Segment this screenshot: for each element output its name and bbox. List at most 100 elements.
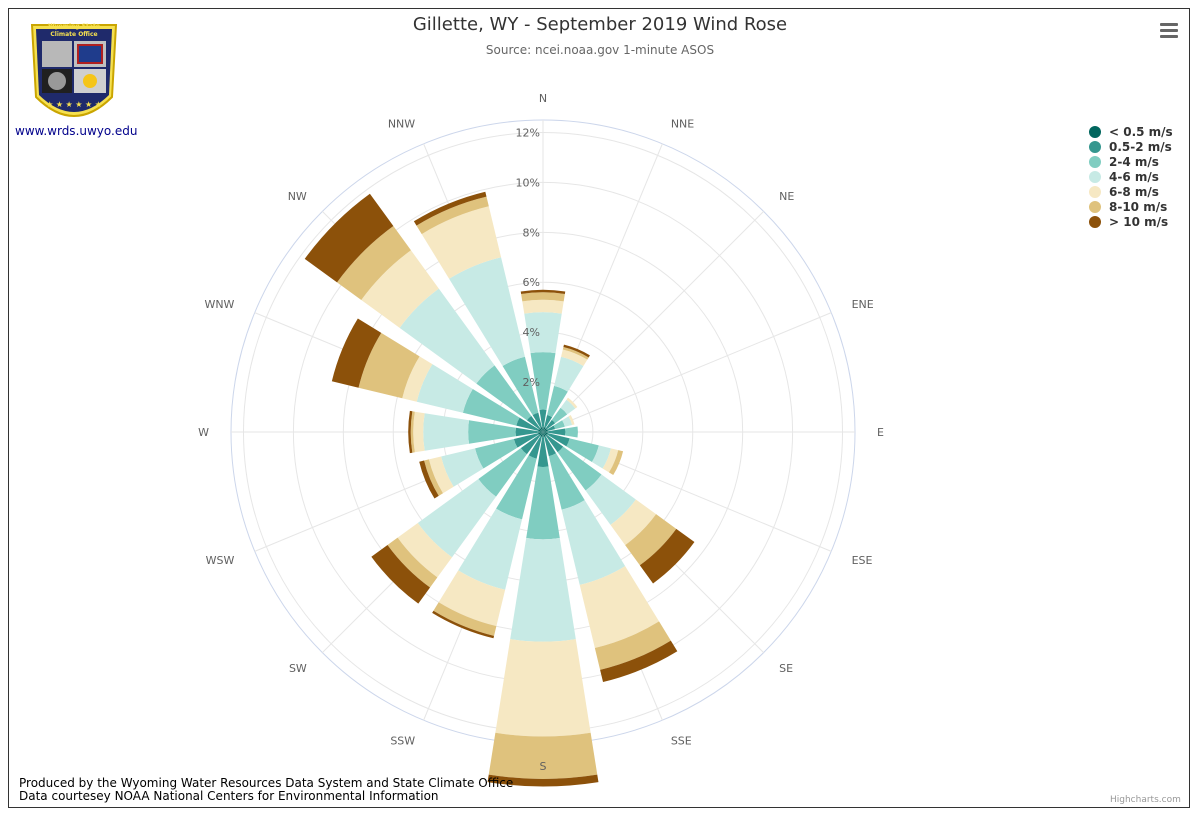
bar-N-4[interactable] [522, 299, 564, 314]
bar-N-0[interactable] [542, 427, 544, 432]
legend-item[interactable]: 4-6 m/s [1089, 169, 1173, 184]
bar-WSW-5[interactable] [424, 459, 443, 496]
bar-SW-1[interactable] [520, 434, 541, 455]
bar-S-4[interactable] [495, 639, 591, 737]
bar-S-0[interactable] [542, 432, 544, 437]
bar-W-6[interactable] [408, 410, 413, 454]
bar-NW-6[interactable] [304, 193, 394, 283]
bar-W-1[interactable] [515, 427, 539, 437]
bar-SW-0[interactable] [538, 432, 543, 437]
bar-WNW-4[interactable] [402, 356, 433, 402]
bar-ENE-3[interactable] [562, 416, 573, 427]
bar-NE-2[interactable] [551, 407, 568, 424]
legend-item[interactable]: 8-10 m/s [1089, 199, 1173, 214]
bar-NNW-1[interactable] [532, 412, 542, 428]
bar-SE-0[interactable] [543, 432, 548, 437]
bar-WSW-4[interactable] [428, 456, 454, 494]
bar-SE-3[interactable] [585, 474, 636, 525]
bar-S-3[interactable] [510, 538, 576, 642]
bar-ESE-0[interactable] [543, 432, 548, 435]
bar-SSE-5[interactable] [594, 621, 671, 670]
bar-SSE-2[interactable] [548, 453, 585, 510]
bar-SSW-0[interactable] [540, 432, 543, 437]
bar-SSE-6[interactable] [600, 640, 678, 682]
bar-SSW-6[interactable] [432, 610, 495, 639]
bar-N-3[interactable] [524, 312, 562, 354]
bar-WSW-2[interactable] [475, 438, 518, 469]
bar-ESE-3[interactable] [591, 445, 611, 469]
bar-E-1[interactable] [547, 428, 566, 436]
bar-NNE-4[interactable] [561, 349, 588, 367]
bar-S-2[interactable] [526, 466, 560, 540]
bar-SE-6[interactable] [639, 528, 695, 584]
bar-SSE-1[interactable] [544, 436, 557, 457]
bar-ENE-1[interactable] [547, 425, 556, 431]
bar-NW-2[interactable] [476, 365, 532, 421]
bar-ESE-1[interactable] [547, 433, 570, 447]
bar-S-6[interactable] [487, 774, 599, 787]
bar-SW-6[interactable] [371, 544, 431, 604]
bar-SSW-2[interactable] [496, 455, 537, 520]
bar-WNW-5[interactable] [358, 332, 420, 399]
bar-NNE-2[interactable] [547, 385, 568, 418]
bar-SE-4[interactable] [610, 499, 657, 546]
bar-SW-4[interactable] [397, 522, 453, 578]
website-link[interactable]: www.wrds.uwyo.edu [15, 124, 138, 138]
bar-WNW-0[interactable] [538, 429, 543, 432]
bar-W-2[interactable] [468, 420, 516, 444]
bar-SSW-1[interactable] [528, 436, 542, 459]
bar-SSW-3[interactable] [458, 508, 523, 590]
bar-W-5[interactable] [410, 411, 415, 453]
bar-ENE-4[interactable] [568, 415, 575, 426]
bar-SW-3[interactable] [417, 478, 497, 558]
legend-item[interactable]: 0.5-2 m/s [1089, 139, 1173, 154]
bar-NW-1[interactable] [526, 415, 541, 430]
bar-N-6[interactable] [520, 289, 566, 294]
hamburger-menu-icon[interactable] [1158, 20, 1180, 40]
bar-SE-5[interactable] [625, 514, 677, 566]
legend-item[interactable]: < 0.5 m/s [1089, 124, 1173, 139]
bar-WSW-0[interactable] [538, 432, 543, 435]
bar-NNE-1[interactable] [544, 415, 553, 428]
legend-item[interactable]: 2-4 m/s [1089, 154, 1173, 169]
bar-SSE-3[interactable] [561, 500, 626, 585]
bar-NW-0[interactable] [538, 427, 543, 432]
bar-SSW-5[interactable] [433, 602, 497, 636]
bar-WSW-1[interactable] [513, 433, 539, 448]
bar-SSW-4[interactable] [438, 570, 506, 627]
bar-SE-1[interactable] [545, 434, 564, 453]
bar-N-2[interactable] [530, 352, 556, 410]
bar-WNW-2[interactable] [462, 388, 520, 426]
bar-NNE-5[interactable] [562, 347, 589, 360]
bar-W-4[interactable] [413, 411, 425, 453]
bar-WSW-3[interactable] [441, 448, 484, 487]
bar-ENE-0[interactable] [543, 429, 548, 432]
bar-NW-4[interactable] [361, 250, 439, 328]
bar-WSW-6[interactable] [419, 460, 439, 499]
bar-NNE-6[interactable] [563, 344, 590, 358]
bar-NNE-0[interactable] [543, 427, 546, 432]
bar-E-0[interactable] [543, 431, 548, 433]
bar-W-3[interactable] [423, 413, 470, 451]
bar-NNW-5[interactable] [416, 196, 489, 235]
bar-NNW-3[interactable] [449, 257, 525, 367]
bar-ESE-2[interactable] [566, 438, 599, 462]
bar-NW-5[interactable] [337, 226, 411, 300]
bar-S-5[interactable] [488, 732, 598, 779]
bar-NNW-4[interactable] [421, 206, 502, 279]
highcharts-credits[interactable]: Highcharts.com [1110, 795, 1181, 805]
bar-NNW-6[interactable] [413, 191, 487, 226]
bar-NNE-3[interactable] [554, 356, 584, 392]
bar-WNW-6[interactable] [331, 318, 382, 388]
bar-NE-3[interactable] [560, 399, 576, 415]
legend-item[interactable]: 6-8 m/s [1089, 184, 1173, 199]
bar-NE-4[interactable] [566, 397, 578, 409]
bar-W-0[interactable] [538, 431, 543, 433]
bar-SE-2[interactable] [557, 446, 602, 491]
bar-NNW-2[interactable] [502, 356, 539, 415]
bar-SSE-0[interactable] [543, 432, 546, 437]
bar-SSE-4[interactable] [579, 566, 660, 649]
bar-SW-5[interactable] [387, 537, 438, 588]
bar-N-1[interactable] [539, 409, 547, 428]
bar-ESE-5[interactable] [608, 450, 624, 476]
